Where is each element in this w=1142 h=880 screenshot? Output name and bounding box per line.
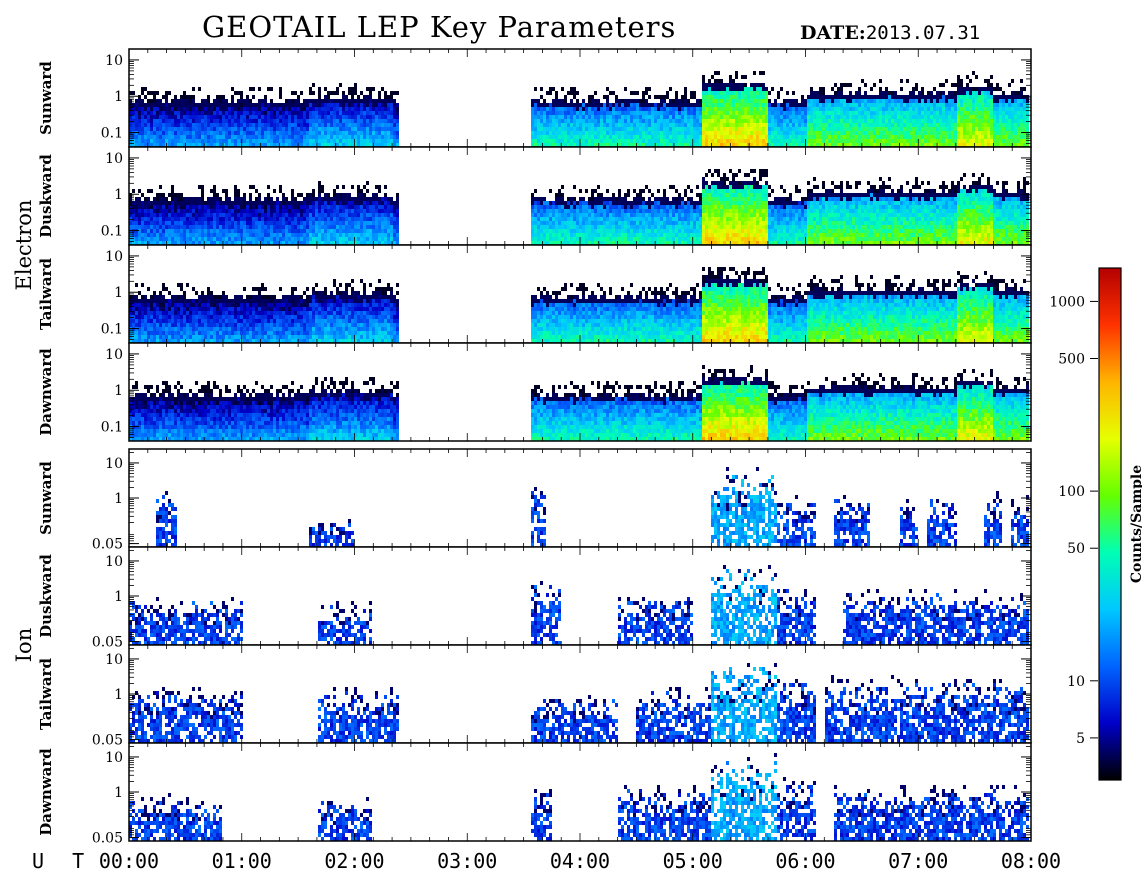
y-tick-label: 10: [105, 750, 123, 766]
y-tick-label: 1: [114, 285, 123, 301]
x-tick-label: 01:00: [212, 849, 272, 873]
electron-dawnward-panel: 10 1 0.1: [101, 342, 1032, 442]
y-tick-label: 0.05: [92, 635, 123, 651]
spectrogram-cells: [129, 663, 1029, 743]
y-tick-label: 10: [105, 151, 123, 167]
panel-label: Tailward: [37, 658, 55, 730]
panel-label: Duskward: [37, 554, 55, 638]
date-label: DATE:: [800, 22, 866, 44]
spectrogram-cells: [129, 71, 1029, 147]
y-tick-label: 1: [114, 383, 123, 399]
y-tick-label: 10: [105, 53, 123, 69]
spectrogram-cells: [129, 267, 1029, 343]
y-tick-label: 0.1: [101, 224, 123, 240]
colorbar-label: Counts/Sample: [1129, 465, 1142, 583]
colorbar-tick-label: 10: [1067, 674, 1085, 690]
colorbar-tick-label: 50: [1067, 541, 1085, 557]
colorbar-tick-label: 5: [1076, 731, 1085, 747]
y-tick-label: 1: [114, 89, 123, 105]
x-axis-label: U T: [32, 849, 92, 873]
electron-sunward-panel: 10 1 0.1: [101, 48, 1032, 148]
x-tick-label: 03:00: [437, 849, 497, 873]
y-tick-label: 0.1: [101, 420, 123, 436]
y-tick-label: 1: [114, 785, 123, 801]
y-tick-label: 10: [105, 249, 123, 265]
y-tick-label: 1: [114, 687, 123, 703]
colorbar-tick-label: 500: [1058, 352, 1085, 368]
y-tick-label: 10: [105, 347, 123, 363]
y-tick-label: 10: [105, 652, 123, 668]
y-tick-label: 1: [114, 589, 123, 605]
y-tick-label: 0.1: [101, 322, 123, 338]
y-tick-label: 0.05: [92, 537, 123, 553]
colorbar: [1098, 267, 1122, 781]
y-tick-label: 0.05: [92, 831, 123, 847]
panel-label: Tailward: [37, 258, 55, 330]
electron-tailward-panel: 10 1 0.1: [101, 244, 1032, 344]
ion-duskward-panel: 10 1 0.05: [92, 546, 1032, 651]
x-tick-label: 06:00: [775, 849, 835, 873]
date-readout: DATE:2013.07.31: [800, 22, 980, 44]
spectrogram-cells: [156, 467, 1029, 547]
spectrogram-cells: [129, 169, 1029, 245]
ion-dawnward-panel: 10 1 0.05: [92, 742, 1032, 847]
y-tick-label: 10: [105, 456, 123, 472]
chart-title: GEOTAIL LEP Key Parameters: [202, 10, 676, 44]
panel-label: Sunward: [37, 61, 55, 135]
panel-label: Dawnward: [37, 748, 55, 836]
x-tick-label: 05:00: [663, 849, 723, 873]
electron-duskward-panel: 10 1 0.1: [101, 146, 1032, 246]
ion-tailward-panel: 10 1 0.05: [92, 644, 1032, 749]
spectrogram-cells: [129, 365, 1029, 441]
y-tick-label: 0.05: [92, 733, 123, 749]
date-value: 2013.07.31: [866, 22, 980, 44]
ion-group-label: Ion: [12, 628, 36, 662]
panel-label: Dawnward: [37, 348, 55, 436]
spectrogram-cells: [129, 753, 1029, 841]
y-tick-label: 10: [105, 554, 123, 570]
y-tick-label: 1: [114, 491, 123, 507]
ion-sunward-panel: 10 1 0.05: [92, 448, 1032, 553]
x-tick-label: 02:00: [324, 849, 384, 873]
y-tick-label: 0.1: [101, 126, 123, 142]
x-tick-label: 07:00: [888, 849, 948, 873]
x-tick-label: 04:00: [550, 849, 610, 873]
panel-label: Sunward: [37, 461, 55, 535]
colorbar-tick-label: 100: [1058, 484, 1085, 500]
electron-group-label: Electron: [12, 200, 36, 291]
panel-label: Duskward: [37, 154, 55, 238]
colorbar-tick-label: 1000: [1049, 294, 1085, 310]
y-tick-label: 1: [114, 187, 123, 203]
spectrogram-cells: [129, 565, 1029, 645]
x-tick-label: 08:00: [1001, 849, 1061, 873]
x-tick-label: 00:00: [99, 849, 159, 873]
